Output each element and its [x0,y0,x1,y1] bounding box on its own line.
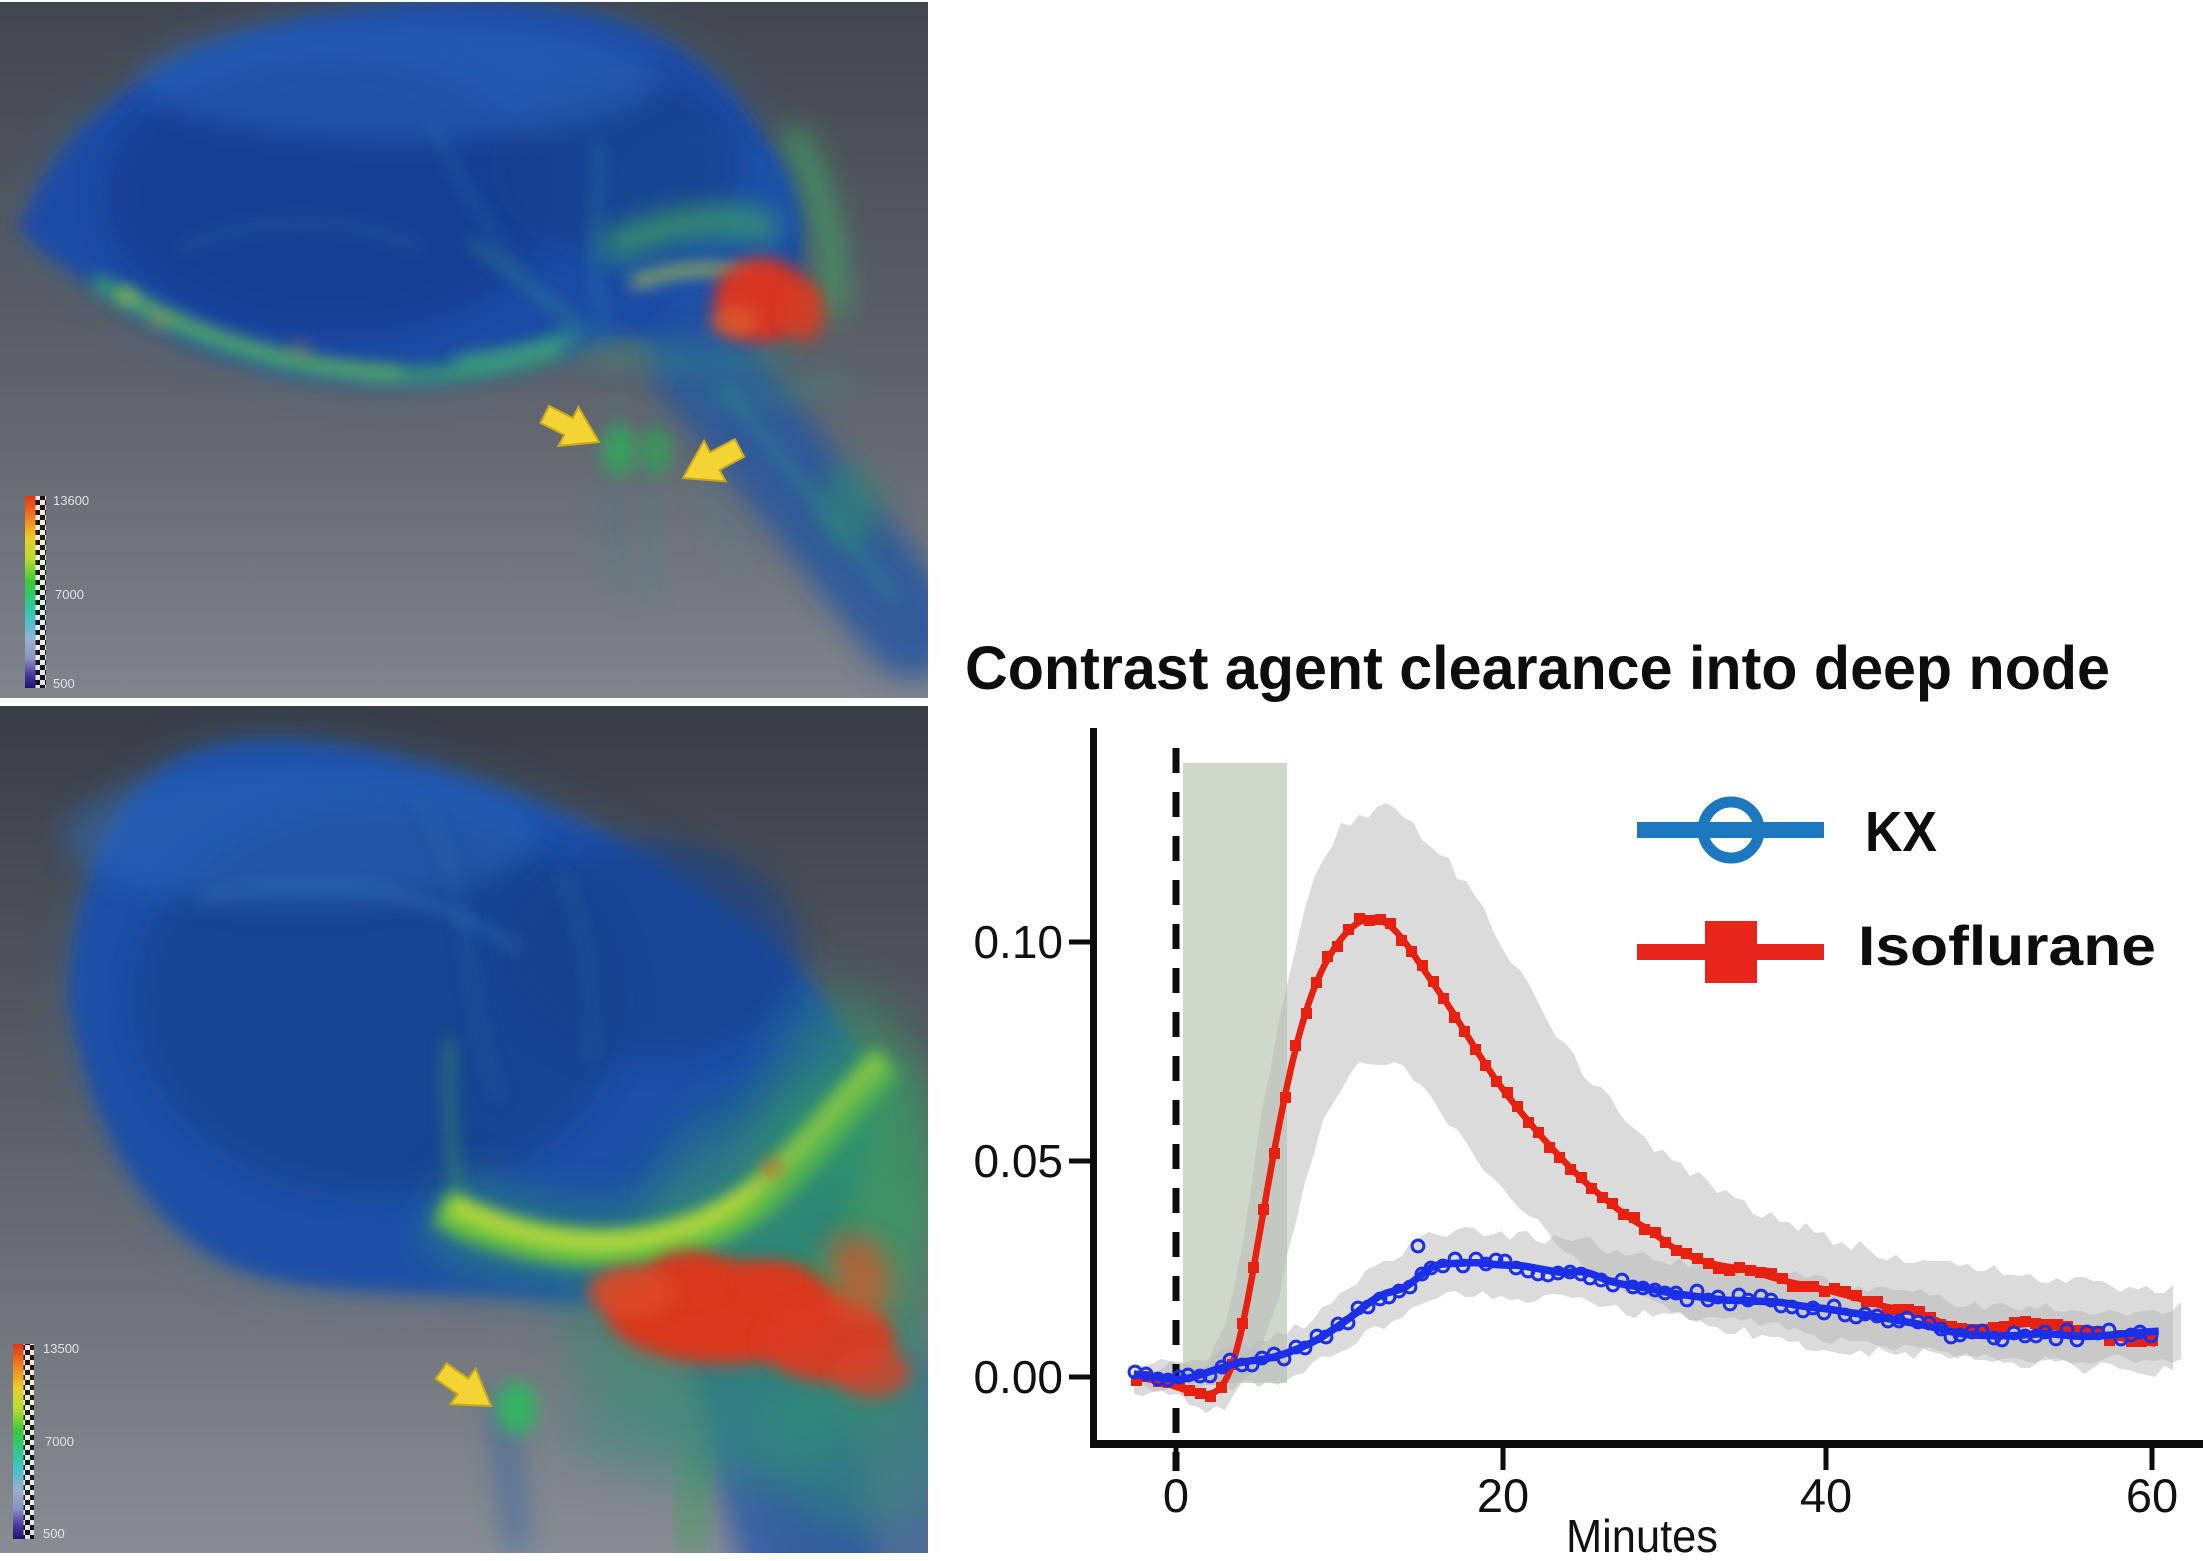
svg-text:7000: 7000 [55,587,84,602]
svg-text:Minutes: Minutes [1566,1510,1718,1561]
svg-text:KX: KX [1865,800,1937,864]
svg-text:0.05: 0.05 [973,1135,1063,1187]
svg-text:0: 0 [1163,1469,1189,1522]
svg-text:0.10: 0.10 [973,916,1063,968]
svg-text:Isoflurane: Isoflurane [1858,914,2156,977]
svg-text:500: 500 [53,676,75,691]
svg-text:20: 20 [1477,1469,1529,1522]
svg-text:13500: 13500 [43,1341,79,1356]
svg-text:Contrast agent clearance into: Contrast agent clearance into deep node [965,634,2110,702]
svg-text:7000: 7000 [45,1434,74,1449]
svg-text:60: 60 [2126,1469,2178,1522]
svg-text:40: 40 [1800,1469,1852,1522]
svg-text:500: 500 [43,1526,65,1541]
svg-text:13600: 13600 [53,493,89,508]
svg-text:0.00: 0.00 [973,1351,1063,1403]
